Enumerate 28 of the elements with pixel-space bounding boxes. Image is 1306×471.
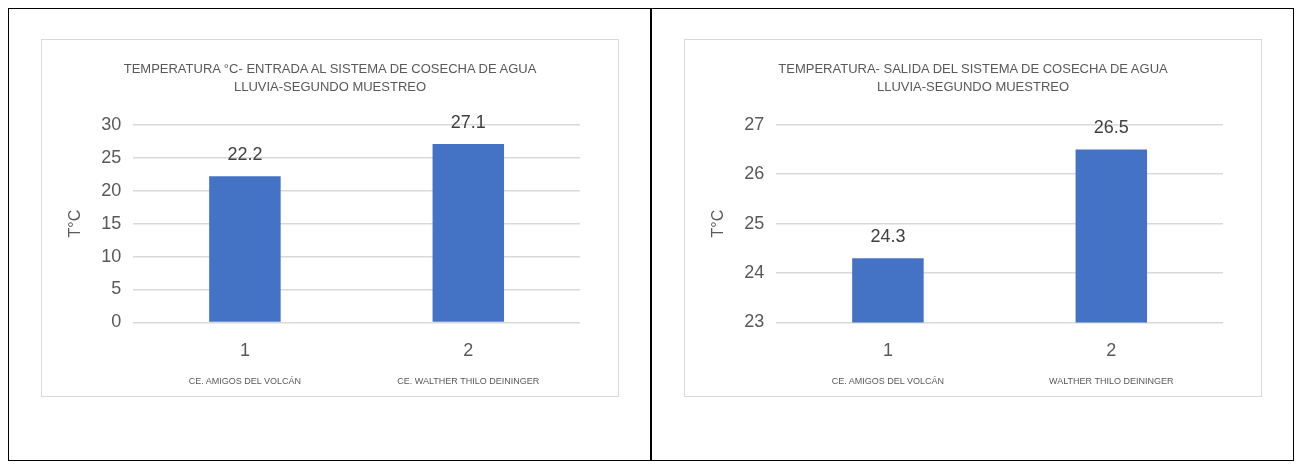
text: WALTHER THILO DEININGER [1049, 376, 1174, 386]
chart-title: TEMPERATURA- SALIDA DEL SISTEMA DE COSECHA DE AGUA LLUVIA-SEGUNDO MUESTREO [777, 60, 1169, 96]
chart-title: TEMPERATURA °C- ENTRADA AL SISTEMA DE COSECHA DE AGUA LLUVIA-SEGUNDO MUESTREO [122, 60, 538, 96]
data-label: 22.2 [227, 144, 263, 165]
x-tick-label: 2 [463, 340, 474, 361]
data-label: 24.3 [870, 226, 906, 247]
y-tick-label: 30 [101, 113, 122, 134]
x-tick-label: 2 [1106, 340, 1117, 361]
y-tick-label: 10 [101, 245, 122, 266]
y-axis-title: T°C [709, 209, 727, 238]
text: CE. AMIGOS DEL VOLCÁN [831, 376, 945, 386]
x-tick-label: 1 [882, 340, 893, 361]
y-tick-label: 20 [101, 179, 122, 200]
data-label: 26.5 [1093, 117, 1129, 138]
y-tick-label: 25 [744, 212, 765, 233]
y-tick-label: 27 [744, 113, 765, 134]
y-tick-label: 5 [111, 278, 122, 299]
y-axis-title: T°C [66, 209, 84, 238]
y-tick-label: 25 [101, 146, 122, 167]
text: CE. AMIGOS DEL VOLCÁN [188, 376, 302, 386]
text: CE. WALTHER THILO DEININGER [397, 376, 540, 386]
x-tick-label: 1 [239, 340, 250, 361]
y-tick-label: 24 [744, 261, 765, 282]
y-tick-label: 26 [744, 163, 765, 184]
data-label: 27.1 [450, 111, 486, 132]
y-tick-label: 15 [101, 212, 122, 233]
y-tick-label: 23 [744, 311, 765, 332]
y-tick-label: 0 [111, 311, 122, 332]
